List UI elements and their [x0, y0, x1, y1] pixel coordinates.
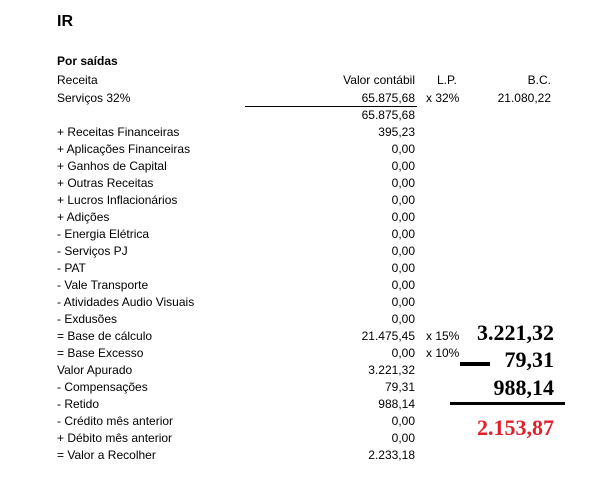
row-value: 0,00: [391, 312, 415, 326]
row-value: 988,14: [378, 397, 415, 411]
row-value: 0,00: [391, 210, 415, 224]
annotation-retido: 988,14: [493, 375, 555, 400]
servicos-valor: 65.875,68: [361, 91, 415, 105]
servicos-label: Serviços 32%: [57, 91, 131, 105]
row-label: + Receitas Financeiras: [57, 125, 180, 139]
subtotal-underline: [245, 106, 417, 107]
row-label: + Outras Receitas: [57, 176, 154, 190]
row-label: Valor Apurado: [57, 363, 133, 377]
row-value: 0,00: [391, 295, 415, 309]
row-label: - Compensações: [57, 380, 148, 394]
row-value: 0,00: [391, 244, 415, 258]
row-value: 0,00: [391, 414, 415, 428]
annotation-value-apurado: 3.221,32: [477, 320, 554, 345]
row-label: - PAT: [57, 261, 86, 275]
row-label: = Base de cálculo: [57, 329, 153, 343]
row-label: = Base Excesso: [57, 346, 144, 360]
row-label: + Aplicações Financeiras: [57, 142, 191, 156]
row-value: 2.233,18: [368, 448, 415, 462]
header-receita: Receita: [57, 73, 98, 87]
annotation-compensacoes: 79,31: [504, 347, 555, 372]
row-value: 0,00: [391, 142, 415, 156]
row-value: 0,00: [391, 193, 415, 207]
row-label: - Energia Elétrica: [57, 227, 150, 241]
row-label: - Vale Transporte: [57, 278, 149, 292]
header-valor-contabil: Valor contábil: [343, 73, 415, 87]
row-value: 0,00: [391, 159, 415, 173]
annotation-total-underline: [450, 402, 565, 405]
row-label: + Adições: [57, 210, 110, 224]
header-lp: L.P.: [437, 73, 457, 87]
row-value: 0,00: [391, 227, 415, 241]
row-label: + Ganhos de Capital: [57, 159, 167, 173]
row-value: 0,00: [391, 176, 415, 190]
row-value: 79,31: [384, 380, 415, 394]
row-value: 21.475,45: [361, 329, 415, 343]
row-label: = Valor a Recolher: [57, 448, 156, 462]
header-bc: B.C.: [527, 73, 551, 87]
section-title: Por saídas: [57, 54, 118, 68]
annotation-minus-mark: [460, 362, 490, 366]
row-label: - Retido: [57, 397, 100, 411]
row-label: + Débito mês anterior: [57, 431, 173, 445]
row-value: 0,00: [391, 346, 415, 360]
annotation-result: 2.153,87: [477, 415, 554, 440]
row-label: + Lucros Inflacionários: [57, 193, 178, 207]
row-value: 3.221,32: [368, 363, 415, 377]
row-label: - Exdusões: [57, 312, 118, 326]
page-title: IR: [57, 13, 73, 30]
row-value: 0,00: [391, 278, 415, 292]
servicos-bc: 21.080,22: [497, 91, 551, 105]
row-label: - Crédito mês anterior: [57, 414, 174, 428]
row-value: 0,00: [391, 431, 415, 445]
row-rate: x 15%: [426, 329, 460, 343]
row-value: 0,00: [391, 261, 415, 275]
subtotal-value: 65.875,68: [361, 108, 415, 122]
row-label: - Atividades Audio Visuais: [57, 295, 195, 309]
row-rate: x 10%: [426, 346, 460, 360]
servicos-lp: x 32%: [426, 91, 460, 105]
row-label: - Serviços PJ: [57, 244, 128, 258]
row-value: 395,23: [378, 125, 415, 139]
